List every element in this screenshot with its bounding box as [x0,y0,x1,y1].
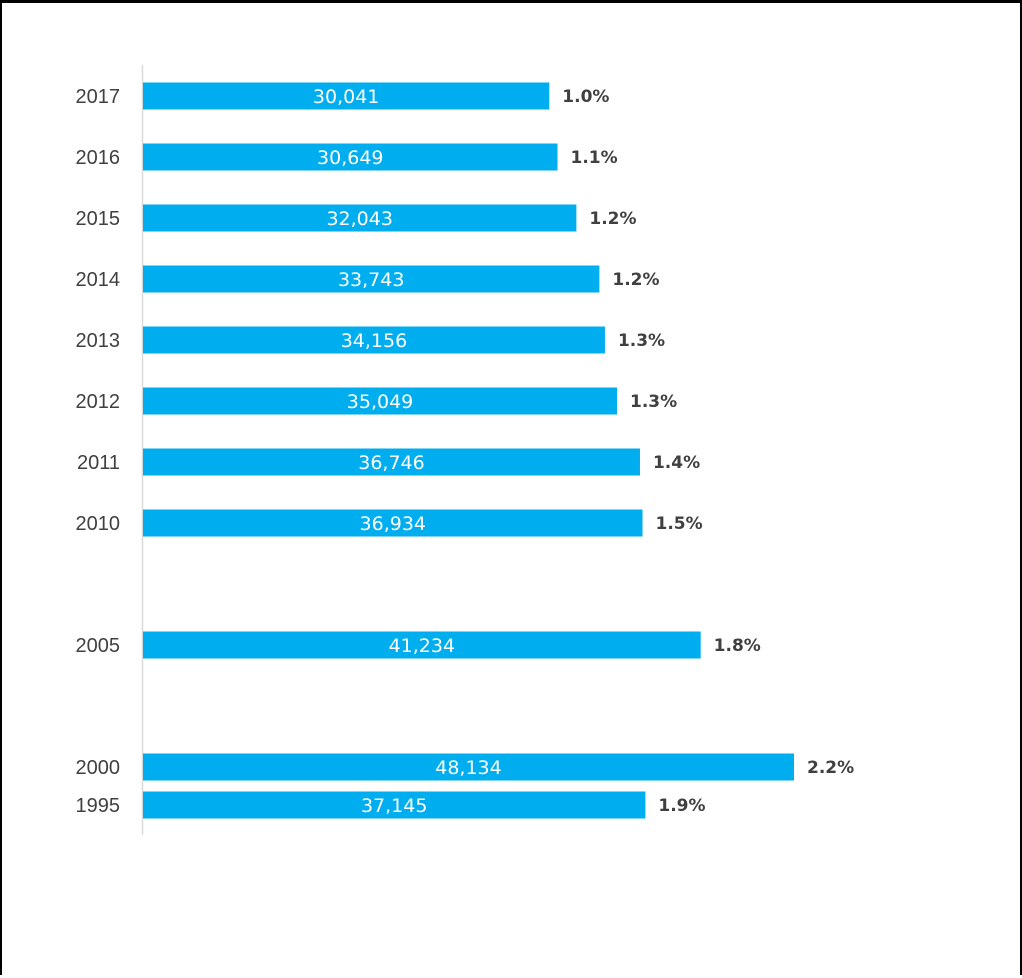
bar-2000 [143,753,794,781]
y-tick-label: 1995 [76,795,121,817]
bar-2014 [143,265,600,293]
y-tick-label: 2011 [77,452,120,474]
y-tick-label: 2010 [76,513,121,535]
bar-value-label: 36,746 [358,452,424,474]
bar-share-label: 1.1% [571,148,618,168]
bar-value-label: 41,234 [389,635,455,657]
bar-value-label: 36,934 [360,513,426,535]
bar-value-label: 33,743 [338,269,404,291]
bar-share-label: 1.3% [630,392,677,412]
bar-value-label: 48,134 [435,757,501,779]
bar-2010 [143,509,643,537]
bar-value-label: 37,145 [361,795,427,817]
bar-1995 [143,791,646,819]
y-tick-label: 2014 [76,269,121,291]
bar-2011 [143,448,640,476]
y-tick-label: 2012 [76,391,121,413]
bar-share-label: 1.2% [612,270,659,290]
bar-share-label: 1.8% [714,636,761,656]
bar-value-label: 35,049 [347,391,413,413]
bar-value-label: 30,041 [313,86,379,108]
bar-value-label: 32,043 [326,208,392,230]
bar-2015 [143,204,577,232]
y-tick-label: 2000 [76,757,121,779]
y-tick-label: 2017 [76,86,121,108]
bar-share-label: 1.4% [653,453,700,473]
bar-share-label: 1.0% [562,87,609,107]
bar-2012 [143,387,618,415]
bar-2017 [143,82,550,110]
horizontal-bar-chart: 2017 30,041 1.0% 2016 30,649 1.1% 2015 32,043 1.… [76,65,854,835]
bar-value-label: 34,156 [341,330,407,352]
bar-value-label: 30,649 [317,147,383,169]
y-tick-label: 2015 [76,208,121,230]
bar-2005 [143,631,701,659]
bar-share-label: 1.3% [618,331,665,351]
y-tick-label: 2005 [76,635,121,657]
bar-share-label: 2.2% [807,758,854,778]
bar-share-label: 1.9% [658,796,705,816]
bar-2016 [143,143,558,171]
y-tick-label: 2013 [76,330,121,352]
bar-2013 [143,326,605,354]
y-tick-label: 2016 [76,147,121,169]
bar-share-label: 1.2% [589,209,636,229]
bar-share-label: 1.5% [656,514,703,534]
